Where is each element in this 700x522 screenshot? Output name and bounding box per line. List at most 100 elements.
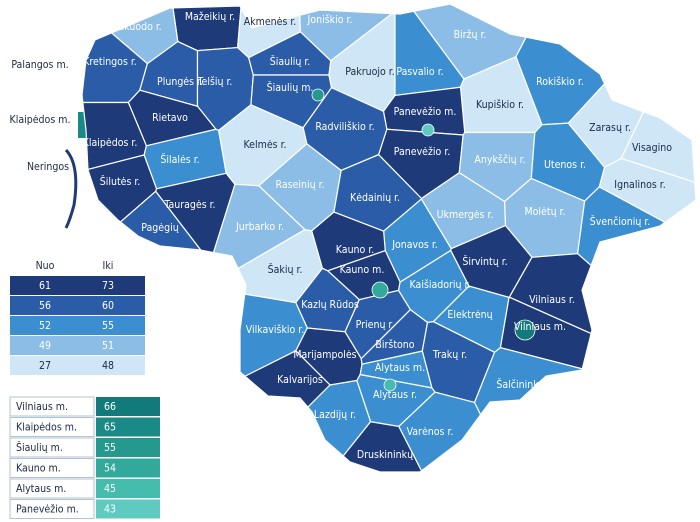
city-value: 66 <box>104 401 116 413</box>
city-value-cell <box>96 417 160 437</box>
region-label: Plungės r. <box>157 76 203 88</box>
legend-from: 61 <box>39 280 51 292</box>
region-label: Skuodo r. <box>118 21 162 33</box>
region-label: Lazdijų r. <box>314 409 356 421</box>
city-value: 54 <box>104 463 116 475</box>
city-value: 65 <box>104 422 116 434</box>
region-label: Visagino <box>632 142 672 154</box>
legend-swatch <box>10 276 145 295</box>
region-label: Mažeikių r. <box>185 11 235 23</box>
region-label: Kelmės r. <box>244 139 287 151</box>
region-label: Vilniaus r. <box>529 294 575 306</box>
city-value-cell <box>96 397 160 416</box>
outside-label: Neringos <box>27 161 69 173</box>
region-label: Klaipėdos r. <box>83 137 138 149</box>
klaipeda-city <box>78 112 87 138</box>
city-area <box>383 378 397 392</box>
region <box>119 190 211 263</box>
region-label: Panevėžio m. <box>394 106 457 118</box>
region-label: Radviliškio r. <box>315 121 374 133</box>
legend-to: 48 <box>102 360 114 372</box>
outside-label: Klaipėdos m. <box>10 114 71 126</box>
region-label: Kėdainių r. <box>350 192 400 204</box>
region-label: Anykščių r. <box>474 154 525 166</box>
city-value: 45 <box>104 483 116 495</box>
region-label: Pasvalio r. <box>396 66 443 78</box>
city-value-cell <box>96 479 160 498</box>
region-label: Trakų r. <box>432 349 467 361</box>
region <box>473 347 584 416</box>
city-name: Šiaulių m. <box>16 441 63 454</box>
city-name-cell <box>9 499 95 519</box>
city-name: Kauno m. <box>16 463 61 475</box>
region-label: Alytaus r. <box>373 389 417 401</box>
region-label: Ignalinos r. <box>614 179 665 191</box>
city-name-cell <box>9 396 95 417</box>
region-label: Kauno r. <box>336 244 374 256</box>
city-area <box>311 88 325 102</box>
city-value-cell <box>96 458 160 478</box>
region-label: Šakių r. <box>268 263 303 276</box>
region-label: Zarasų r. <box>589 122 631 134</box>
city-value-cell <box>96 499 160 519</box>
city-value: 43 <box>104 504 116 516</box>
region-label: Šiaulių m. <box>267 81 314 94</box>
city-area <box>371 281 389 299</box>
region-label: Kaišiadorių r. <box>410 279 471 291</box>
city-name: Klaipėdos m. <box>16 422 77 434</box>
region-label: Panevėžio r. <box>394 146 451 158</box>
city-name-cell <box>9 478 95 499</box>
legend-header: Nuo <box>36 260 55 272</box>
region-label: Šalčininkų r. <box>496 378 553 391</box>
region-label: Pagėgių <box>141 222 178 234</box>
legend-to: 60 <box>102 300 114 312</box>
city-area <box>421 123 435 137</box>
region <box>620 111 696 184</box>
region-label: Druskininkų <box>357 449 413 461</box>
region-label: Vilniaus m. <box>514 321 566 333</box>
legend-header: Iki <box>103 260 114 272</box>
region-label: Kretingos r. <box>83 56 137 68</box>
region-label: Joniškio r. <box>307 14 353 26</box>
region <box>342 421 423 473</box>
legend-from: 52 <box>39 320 51 332</box>
region-label: Rokiškio r. <box>536 76 584 88</box>
region-label: Šiaulių r. <box>270 55 311 68</box>
city-value: 55 <box>104 442 116 454</box>
legend-to: 51 <box>102 340 114 352</box>
legend-to: 55 <box>102 320 114 332</box>
region-label: Alytaus m. <box>375 362 425 374</box>
legend-swatch <box>10 296 145 315</box>
city-name: Vilniaus m. <box>16 401 68 413</box>
region-label: Pakruojo r. <box>345 66 394 78</box>
region-label: Kauno m. <box>340 264 385 276</box>
region-label: Švenčionių r. <box>590 215 651 228</box>
region-label: Šilalės r. <box>160 153 199 166</box>
region-label: Ukmergės r. <box>437 209 494 221</box>
region-label: Vilkaviškio r. <box>246 324 304 336</box>
legend-from: 49 <box>39 340 51 352</box>
legend-to: 73 <box>102 280 114 292</box>
region-label: Kalvarijos <box>277 374 323 386</box>
region-label: Kazlų Rūdos <box>301 299 359 311</box>
region-label: Telšių r. <box>197 76 233 88</box>
legend-from: 56 <box>39 300 51 312</box>
region-label: Tauragės r. <box>163 199 215 211</box>
region-label: Birštono <box>375 339 414 351</box>
region-label: Biržų r. <box>454 29 487 41</box>
legend-from: 27 <box>39 360 51 372</box>
region-label: Utenos r. <box>544 159 586 171</box>
region-label: Elektrėnų <box>447 309 492 321</box>
region-label: Varėnos r. <box>407 426 454 438</box>
region-label: Jonavos r. <box>391 239 438 251</box>
region <box>307 379 372 457</box>
city-name: Alytaus m. <box>16 483 66 495</box>
outside-label: Palangos m. <box>11 59 68 71</box>
legend-swatch <box>10 356 145 375</box>
neringa-spit <box>64 148 78 229</box>
region-label: Prienų r. <box>356 319 395 331</box>
city-name-cell <box>9 437 95 458</box>
city-name-cell <box>9 417 95 437</box>
